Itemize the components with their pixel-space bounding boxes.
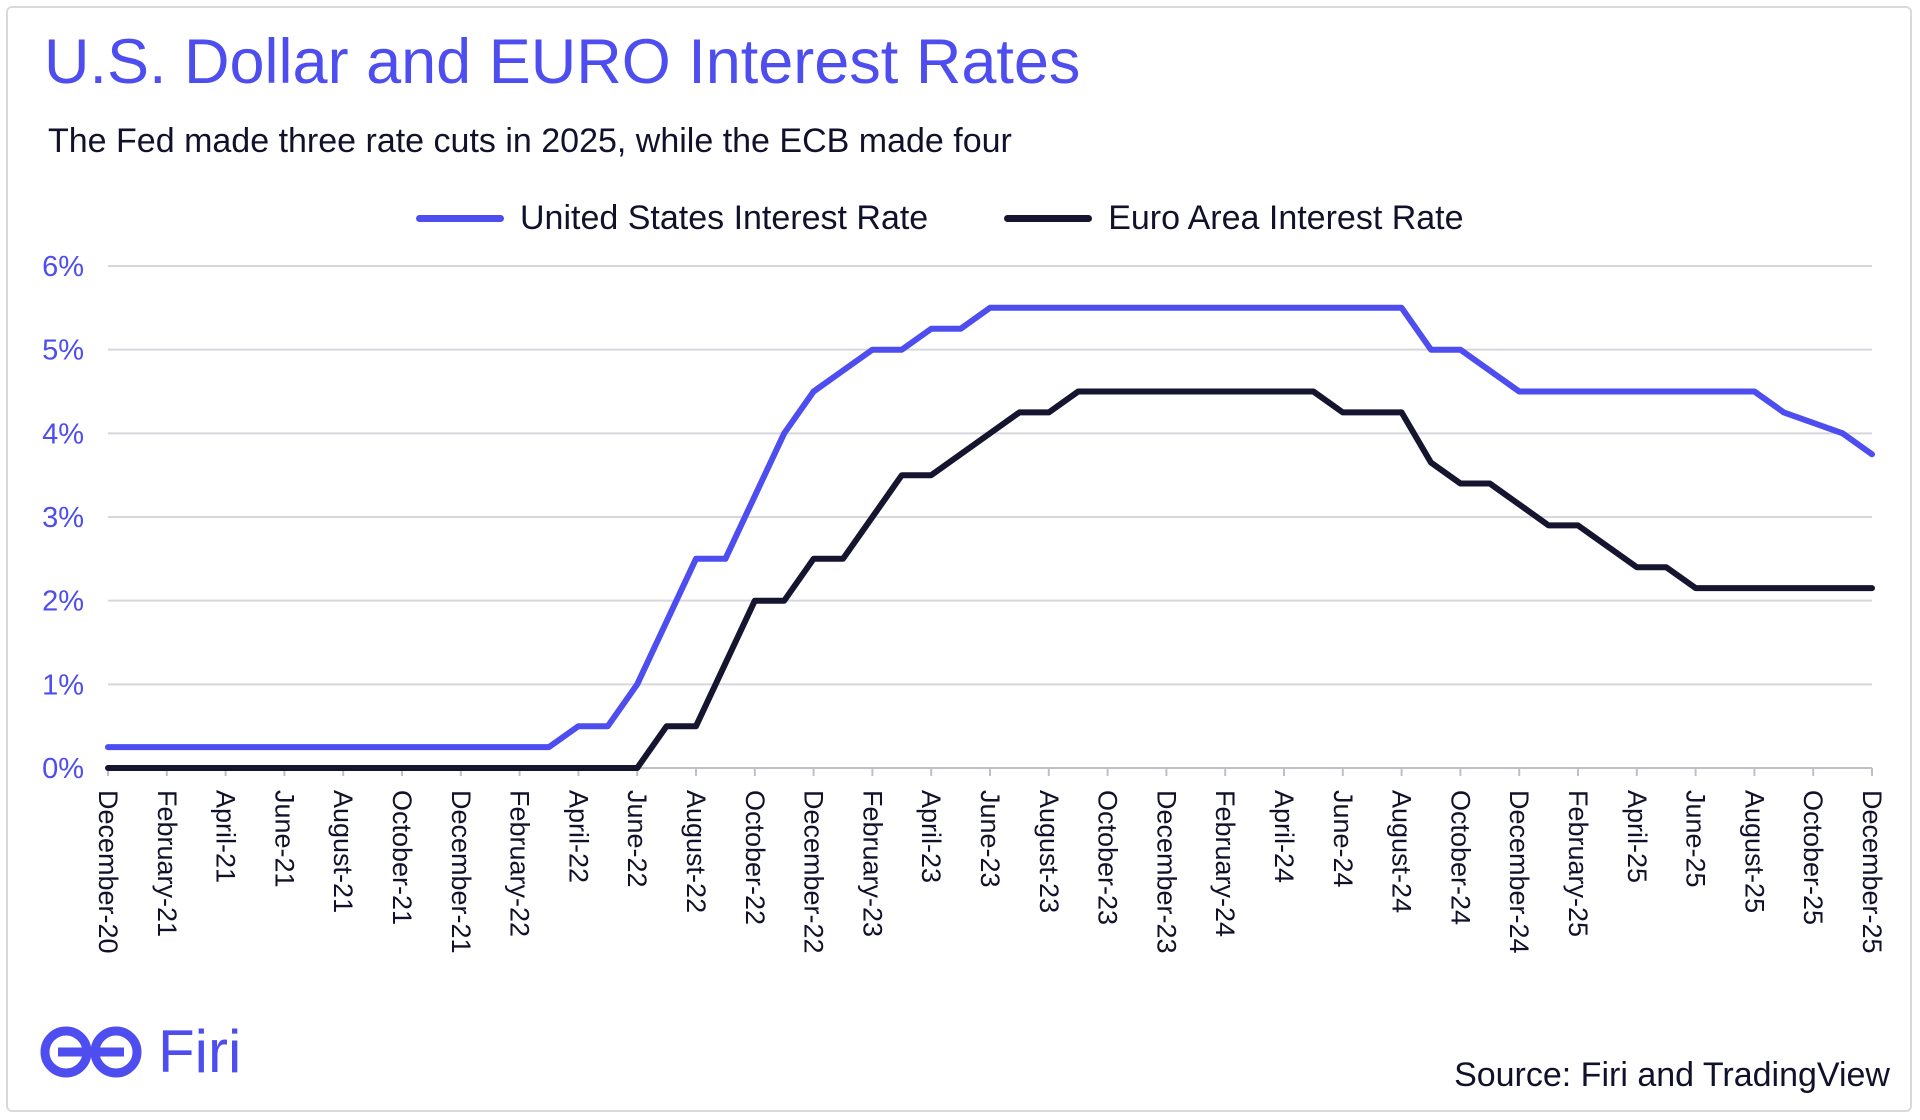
legend-swatch-us xyxy=(416,214,504,222)
x-tick-label: October-24 xyxy=(1445,790,1475,925)
x-tick-label: December-20 xyxy=(93,790,123,954)
line-chart: 0% 1% 2% 3% 4% 5% 6% December-20 February-21 Apri… xyxy=(42,251,1887,954)
x-tick-label: August-25 xyxy=(1739,790,1769,913)
x-tick-label: April-25 xyxy=(1622,790,1652,883)
y-tick-label: 6% xyxy=(42,251,84,283)
x-tick-label: June-22 xyxy=(622,790,652,888)
x-tick-label: December-23 xyxy=(1151,790,1181,954)
y-tick-label: 4% xyxy=(42,418,84,450)
brand-name: Firi xyxy=(158,1018,242,1085)
y-tick-label: 1% xyxy=(42,669,84,701)
x-tick-label: October-23 xyxy=(1093,790,1123,925)
legend: United States Interest Rate Euro Area In… xyxy=(416,196,1464,240)
x-tick-label: April-24 xyxy=(1269,790,1299,883)
x-tick-label: October-25 xyxy=(1798,790,1828,925)
x-tick-label: April-21 xyxy=(211,790,241,883)
legend-swatch-eu xyxy=(1004,214,1093,222)
y-tick-label: 0% xyxy=(42,753,84,785)
x-tick-label: August-24 xyxy=(1387,790,1417,913)
x-tick-label: June-24 xyxy=(1328,790,1358,888)
chart-title: U.S. Dollar and EURO Interest Rates xyxy=(44,27,1081,97)
x-tick-label: December-22 xyxy=(799,790,829,954)
x-tick-label: August-22 xyxy=(681,790,711,913)
y-tick-label: 2% xyxy=(42,586,84,618)
x-tick-label: February-24 xyxy=(1210,790,1240,937)
firi-logo: Firi xyxy=(36,1016,241,1088)
x-tick-label: December-21 xyxy=(446,790,476,954)
x-tick-label: June-25 xyxy=(1681,790,1711,888)
x-tick-label: December-25 xyxy=(1857,790,1887,954)
legend-label-us: United States Interest Rate xyxy=(520,198,929,237)
legend-item-us: United States Interest Rate xyxy=(416,199,928,238)
y-tick-label: 5% xyxy=(42,335,84,367)
x-tick-label: February-21 xyxy=(152,790,182,937)
y-tick-label: 3% xyxy=(42,502,84,534)
legend-item-eu: Euro Area Interest Rate xyxy=(1004,198,1464,238)
x-tick-label: December-24 xyxy=(1504,790,1534,954)
x-tick-label: February-25 xyxy=(1563,790,1593,937)
x-tick-label: February-23 xyxy=(857,790,887,937)
x-tick-label: October-22 xyxy=(740,790,770,925)
legend-label-eu: Euro Area Interest Rate xyxy=(1108,198,1464,237)
x-tick-label: August-21 xyxy=(328,790,358,913)
x-tick-label: February-22 xyxy=(505,790,535,937)
series-line-us xyxy=(105,304,1875,751)
x-tick-label: June-23 xyxy=(975,790,1005,888)
x-tick-label: April-23 xyxy=(916,790,946,883)
firi-logo-icon xyxy=(40,1026,142,1078)
x-tick-label: June-21 xyxy=(269,790,299,888)
x-tick-label: August-23 xyxy=(1034,790,1064,913)
chart-frame xyxy=(6,6,1912,1112)
source-note: Source: Firi and TradingView xyxy=(1454,1056,1890,1094)
x-tick-label: April-22 xyxy=(563,790,593,883)
chart-subtitle: The Fed made three rate cuts in 2025, wh… xyxy=(48,122,1012,160)
series-line-eu xyxy=(105,388,1875,771)
x-tick-label: October-21 xyxy=(387,790,417,925)
